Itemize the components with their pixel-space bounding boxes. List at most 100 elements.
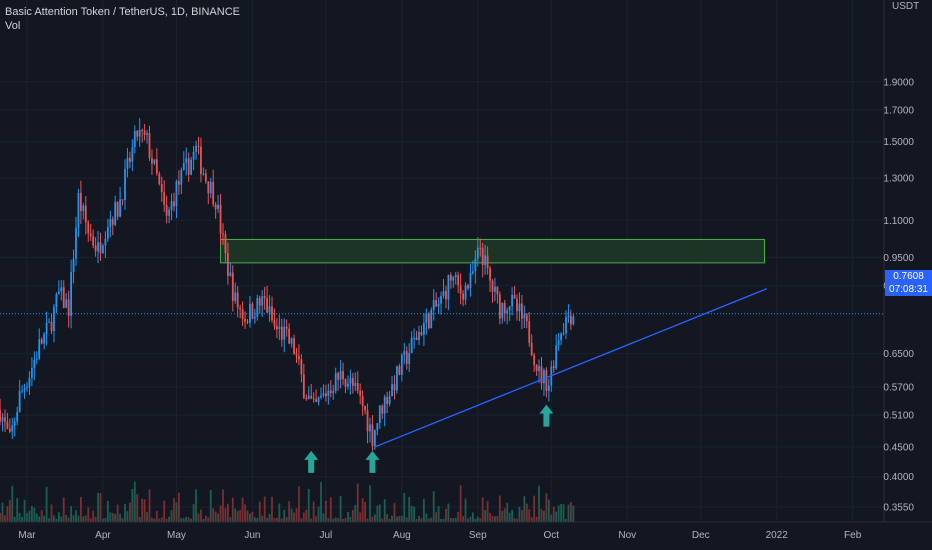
volume-bar bbox=[160, 517, 163, 522]
candle-body bbox=[320, 395, 322, 398]
volume-bar bbox=[256, 518, 259, 522]
y-tick-label: 1.3000 bbox=[883, 173, 914, 184]
candle-body bbox=[116, 202, 119, 217]
candle-body bbox=[322, 393, 325, 396]
candle-body bbox=[459, 285, 462, 294]
volume-bar bbox=[285, 517, 288, 522]
volume-bar bbox=[165, 518, 168, 522]
x-tick-label: Aug bbox=[393, 530, 411, 541]
candle-body bbox=[491, 280, 494, 292]
candle-body bbox=[268, 306, 271, 313]
y-tick-label: 0.3550 bbox=[883, 503, 914, 514]
candle-body bbox=[1, 417, 4, 422]
candle-body bbox=[467, 285, 469, 289]
candle-body bbox=[435, 300, 438, 307]
volume-bar bbox=[364, 501, 366, 522]
candle-body bbox=[481, 248, 484, 266]
volume-bar bbox=[28, 510, 31, 522]
candle-body bbox=[349, 378, 352, 384]
volume-bar bbox=[40, 510, 43, 522]
candle-body bbox=[486, 255, 489, 269]
trendline bbox=[374, 288, 768, 448]
volume-bar bbox=[293, 512, 295, 522]
candle-body bbox=[423, 322, 425, 335]
candle-body bbox=[124, 168, 126, 201]
candle-body bbox=[165, 204, 168, 216]
y-tick-label: 0.5700 bbox=[883, 382, 914, 393]
volume-bar bbox=[489, 512, 491, 522]
price-axis[interactable]: 0.35500.40000.45000.51000.57000.65000.85… bbox=[883, 77, 914, 513]
candle-body bbox=[543, 370, 545, 384]
candle-body bbox=[204, 173, 207, 182]
candle-body bbox=[263, 296, 266, 299]
volume-bar bbox=[413, 506, 415, 522]
volume-bar bbox=[317, 506, 320, 522]
volume-bar bbox=[209, 490, 212, 522]
candle-body bbox=[506, 310, 509, 314]
volume-bar bbox=[168, 516, 170, 522]
volume-bar bbox=[94, 516, 97, 522]
volume-bar bbox=[378, 504, 381, 522]
candle-body bbox=[244, 318, 246, 322]
volume-bar bbox=[53, 515, 55, 522]
candle-body bbox=[129, 157, 131, 162]
candle-body bbox=[288, 328, 291, 344]
volume-bar bbox=[506, 502, 509, 522]
volume-bar bbox=[508, 512, 511, 522]
candle-body bbox=[23, 388, 26, 391]
volume-bar bbox=[246, 510, 249, 522]
candle-body bbox=[155, 159, 158, 174]
candle-body bbox=[153, 159, 156, 164]
candle-body bbox=[290, 338, 293, 344]
volume-bar bbox=[440, 518, 442, 522]
volume-bar bbox=[111, 513, 114, 522]
volume-bar bbox=[278, 503, 281, 522]
volume-bar bbox=[547, 499, 550, 522]
candle-body bbox=[168, 209, 170, 216]
candle-body bbox=[82, 205, 85, 212]
candle-body bbox=[190, 159, 193, 175]
candle-body bbox=[344, 379, 347, 387]
candle-body bbox=[405, 351, 408, 364]
candle-body bbox=[403, 351, 406, 355]
candle-body bbox=[457, 274, 460, 286]
volume-indicator-label[interactable]: Vol bbox=[5, 20, 21, 32]
volume-bar bbox=[545, 493, 548, 522]
volume-bar bbox=[31, 505, 33, 522]
candle-body bbox=[472, 271, 474, 274]
volume-bar bbox=[175, 502, 178, 522]
volume-bar bbox=[65, 514, 68, 522]
volume-bar bbox=[89, 518, 92, 522]
candle-body bbox=[239, 307, 242, 310]
candle-body bbox=[437, 303, 440, 307]
candle-body bbox=[87, 222, 90, 234]
candle-body bbox=[464, 285, 467, 300]
volume-bar bbox=[224, 507, 227, 522]
volume-bars bbox=[0, 481, 575, 522]
candle-body bbox=[310, 395, 313, 399]
candle-body bbox=[560, 333, 562, 341]
candle-body bbox=[178, 180, 180, 185]
candle-body bbox=[53, 306, 55, 331]
volume-bar bbox=[400, 515, 403, 522]
candle-body bbox=[175, 180, 178, 207]
volume-bar bbox=[359, 512, 362, 522]
candle-body bbox=[33, 359, 36, 368]
volume-bar bbox=[119, 513, 121, 522]
candle-body bbox=[447, 274, 450, 300]
candle-body bbox=[185, 158, 188, 164]
candle-body bbox=[276, 325, 278, 330]
volume-bar bbox=[530, 517, 533, 522]
volume-bar bbox=[356, 483, 359, 522]
time-axis[interactable]: Mar Apr May Jun Jul Aug Sep Oct Nov Dec 2022 Feb bbox=[18, 530, 861, 541]
symbol-title[interactable]: Basic Attention Token / TetherUS, 1D, BI… bbox=[5, 6, 240, 18]
volume-bar bbox=[454, 517, 457, 522]
volume-bar bbox=[386, 514, 389, 522]
volume-bar bbox=[21, 517, 23, 522]
volume-bar bbox=[459, 485, 462, 522]
volume-bar bbox=[77, 515, 80, 522]
candle-body bbox=[430, 310, 433, 329]
candle-body bbox=[562, 333, 565, 335]
volume-bar bbox=[408, 496, 411, 522]
